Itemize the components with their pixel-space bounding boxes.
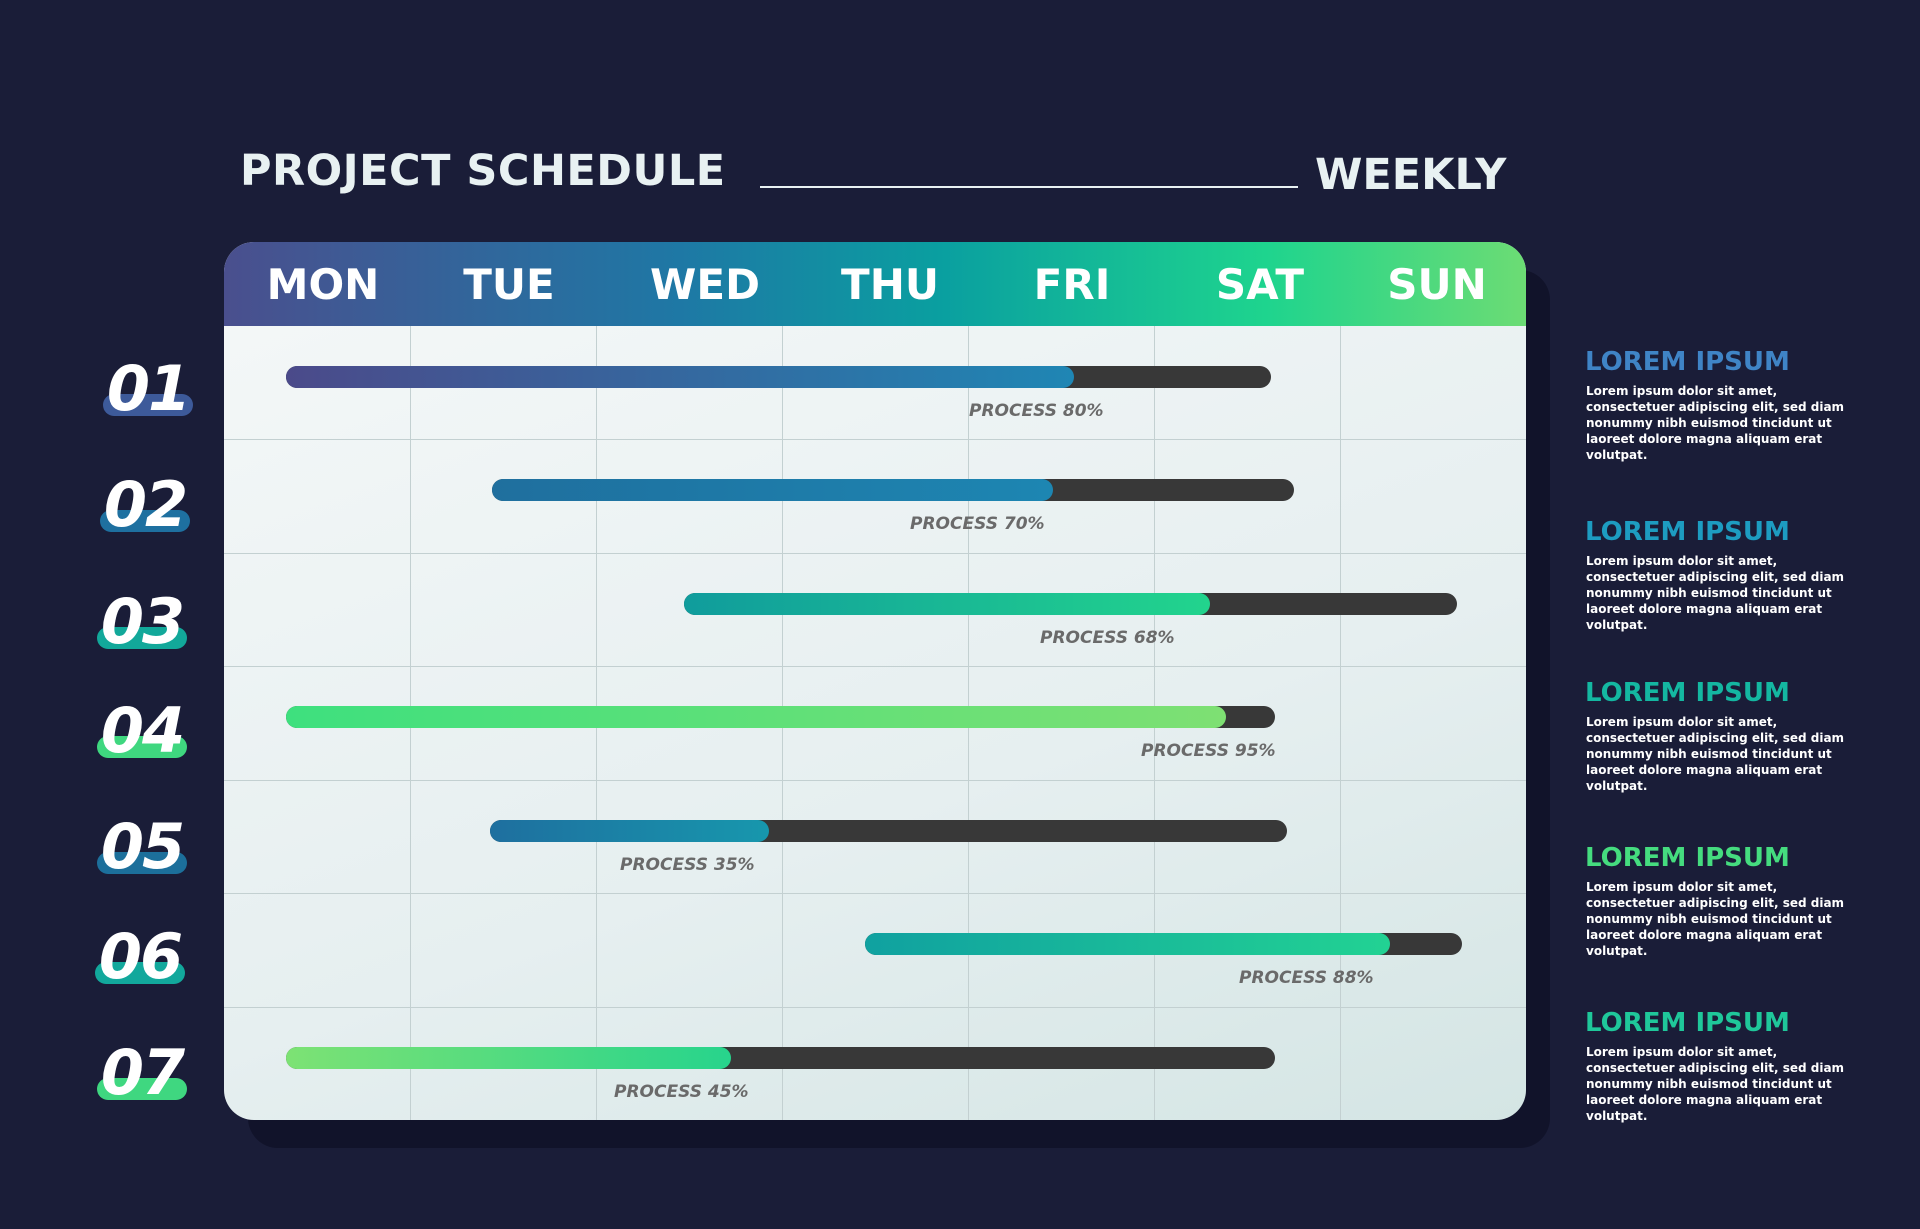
row-number-04: 04: [100, 694, 185, 767]
row-number-01: 01: [106, 352, 191, 425]
progress-fill-05: [490, 819, 769, 842]
side-text-2: Lorem ipsum dolor sit amet, consectetuer…: [1586, 554, 1845, 632]
process-label-01: PROCESS 80%: [969, 401, 1104, 421]
row-number-pill-06: [95, 962, 185, 984]
day-header-fri: FRI: [1033, 260, 1111, 309]
day-header-sun: SUN: [1387, 260, 1487, 309]
process-label-07: PROCESS 45%: [614, 1081, 749, 1102]
progress-track-07: [286, 1046, 1275, 1069]
row-number-06: 06: [98, 920, 183, 993]
day-header-thu: THU: [841, 260, 939, 309]
grid-hline: [224, 553, 1526, 554]
side-text-5: Lorem ipsum dolor sit amet, consectetuer…: [1586, 1045, 1845, 1123]
title-divider: [760, 186, 1298, 188]
row-number-07: 07: [100, 1036, 185, 1109]
grid-hline: [224, 439, 1526, 440]
progress-track-03: [684, 592, 1457, 615]
day-header-tue: TUE: [463, 260, 555, 309]
process-label-05: PROCESS 35%: [620, 854, 755, 875]
progress-track-01: [286, 366, 1271, 388]
progress-fill-01: [286, 366, 1074, 388]
page-title: PROJECT SCHEDULE: [240, 146, 726, 196]
process-label-06: PROCESS 88%: [1239, 968, 1374, 989]
side-text-1: Lorem ipsum dolor sit amet, consectetuer…: [1586, 384, 1845, 462]
row-number-05: 05: [100, 810, 185, 883]
side-title-5: LOREM IPSUM: [1585, 1008, 1790, 1038]
row-number-pill-02: [100, 510, 190, 532]
side-text-3: Lorem ipsum dolor sit amet, consectetuer…: [1586, 715, 1845, 793]
grid-hline: [224, 1007, 1526, 1008]
day-header: MON TUE WED THU FRI SAT SUN: [224, 242, 1526, 326]
grid-vline: [1340, 326, 1341, 1120]
row-number-pill-04: [97, 736, 187, 758]
progress-track-05: [490, 819, 1287, 842]
progress-track-04: [286, 706, 1275, 729]
day-header-mon: MON: [266, 260, 380, 309]
day-header-sat: SAT: [1215, 260, 1305, 309]
progress-fill-03: [684, 592, 1210, 615]
progress-track-06: [865, 933, 1462, 956]
process-label-04: PROCESS 95%: [1141, 741, 1276, 762]
process-label-02: PROCESS 70%: [910, 514, 1045, 535]
side-text-4: Lorem ipsum dolor sit amet, consectetuer…: [1586, 880, 1845, 958]
progress-fill-07: [286, 1046, 732, 1069]
row-number-02: 02: [103, 468, 188, 541]
row-number-pill-01: [103, 394, 193, 416]
grid-hline: [224, 780, 1526, 781]
progress-track-02: [492, 479, 1294, 502]
grid-hline: [224, 893, 1526, 894]
grid-hline: [224, 666, 1526, 667]
side-title-2: LOREM IPSUM: [1585, 517, 1790, 547]
process-label-03: PROCESS 68%: [1040, 627, 1175, 648]
progress-fill-04: [286, 706, 1226, 729]
day-header-wed: WED: [650, 260, 760, 309]
progress-fill-02: [492, 479, 1054, 502]
side-title-4: LOREM IPSUM: [1585, 843, 1790, 873]
progress-fill-06: [865, 933, 1391, 956]
side-title-3: LOREM IPSUM: [1585, 678, 1790, 708]
schedule-board: MON TUE WED THU FRI SAT SUN PROCESS 80% PROCESS…: [224, 242, 1526, 1120]
row-number-pill-03: [97, 627, 187, 649]
row-number-03: 03: [100, 585, 185, 658]
row-number-pill-05: [97, 852, 187, 874]
page-subtitle: WEEKLY: [1315, 150, 1507, 200]
side-title-1: LOREM IPSUM: [1585, 347, 1790, 377]
row-number-pill-07: [97, 1078, 187, 1100]
